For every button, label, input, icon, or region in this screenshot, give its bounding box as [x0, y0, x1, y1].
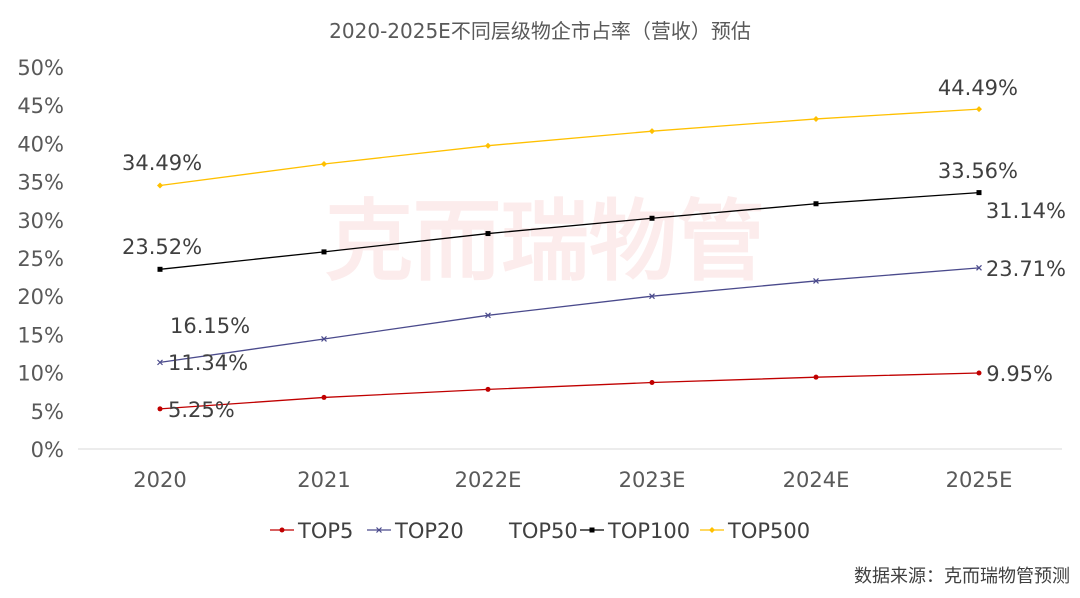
data-point	[976, 370, 982, 376]
series-top20	[157, 264, 982, 366]
data-point	[485, 142, 491, 149]
data-point	[485, 231, 491, 237]
data-point	[649, 293, 655, 300]
legend-item-top100: TOP100	[580, 519, 690, 543]
y-tick-label: 20%	[17, 285, 64, 309]
series-line	[159, 191, 980, 270]
data-point	[813, 115, 819, 122]
x-tick-label: 2020	[133, 468, 186, 492]
y-tick-label: 5%	[31, 400, 64, 424]
data-point	[321, 161, 327, 168]
data-point	[321, 336, 327, 342]
legend-marker	[376, 527, 382, 533]
data-point	[321, 249, 327, 255]
series-line	[159, 267, 980, 364]
data-label: 31.14%	[986, 199, 1066, 223]
data-point	[976, 106, 982, 113]
data-label: 34.49%	[122, 151, 202, 175]
y-tick-label: 10%	[17, 362, 64, 386]
x-axis: 2020 2021 2022E 2023E 2024E 2025E	[133, 468, 1012, 492]
data-point	[813, 374, 819, 380]
data-label: 33.56%	[938, 159, 1018, 183]
legend-label: TOP20	[394, 519, 464, 543]
data-point	[976, 264, 982, 271]
source-note: 数据来源：克而瑞物管预测	[854, 566, 1070, 587]
x-tick-label: 2025E	[946, 468, 1013, 492]
data-point	[157, 266, 163, 272]
x-tick-label: 2023E	[619, 468, 686, 492]
series-top100	[157, 190, 982, 272]
data-point	[649, 128, 655, 135]
y-tick-label: 15%	[17, 323, 64, 347]
series-top500	[157, 106, 982, 189]
data-point	[485, 386, 491, 392]
data-label: 23.71%	[986, 257, 1066, 281]
y-tick-label: 40%	[17, 132, 64, 156]
data-point	[649, 380, 655, 386]
data-label: 44.49%	[938, 76, 1018, 100]
legend: TOP5 TOP20 TOP50 TOP100 TOP500	[270, 519, 810, 543]
legend-marker	[589, 527, 595, 533]
chart-title: 2020-2025E不同层级物企市占率（营收）预估	[329, 19, 751, 43]
legend-marker	[709, 527, 715, 533]
legend-label: TOP100	[607, 519, 690, 543]
data-point	[813, 201, 819, 207]
data-point	[485, 312, 491, 319]
data-point	[157, 359, 163, 366]
series-line	[159, 108, 980, 187]
data-label: 23.52%	[122, 235, 202, 259]
x-tick-label: 2024E	[783, 468, 850, 492]
legend-item-top50: TOP50	[508, 519, 578, 543]
legend-item-top20: TOP20	[367, 519, 464, 543]
y-tick-label: 50%	[17, 56, 64, 80]
series-top5	[157, 370, 982, 412]
legend-marker	[279, 527, 285, 533]
data-label: 9.95%	[986, 362, 1053, 386]
data-labels: 5.25% 9.95% 11.34% 23.71% 16.15% 31.14% 23.52%…	[122, 76, 1066, 422]
x-tick-label: 2022E	[455, 468, 522, 492]
legend-label: TOP5	[297, 519, 353, 543]
data-label: 11.34%	[168, 351, 248, 375]
data-point	[321, 394, 327, 400]
y-tick-label: 45%	[17, 94, 64, 118]
data-point	[649, 215, 655, 221]
y-axis: 0% 5% 10% 15% 20% 25% 30% 35% 40% 45% 50%	[17, 56, 64, 462]
y-tick-label: 25%	[17, 247, 64, 271]
y-tick-label: 30%	[17, 209, 64, 233]
data-point	[157, 182, 163, 189]
watermark: 克而瑞物管	[325, 190, 765, 293]
data-label: 5.25%	[168, 398, 235, 422]
data-point	[976, 190, 982, 196]
y-tick-label: 0%	[31, 438, 64, 462]
series-line	[159, 372, 980, 410]
x-tick-label: 2021	[297, 468, 350, 492]
data-point	[157, 406, 163, 412]
data-label: 16.15%	[170, 314, 250, 338]
legend-item-top500: TOP500	[700, 519, 810, 543]
y-tick-label: 35%	[17, 171, 64, 195]
legend-item-top5: TOP5	[270, 519, 353, 543]
series-group	[157, 106, 982, 412]
legend-label: TOP500	[727, 519, 810, 543]
data-point	[813, 277, 819, 284]
legend-label: TOP50	[508, 519, 578, 543]
